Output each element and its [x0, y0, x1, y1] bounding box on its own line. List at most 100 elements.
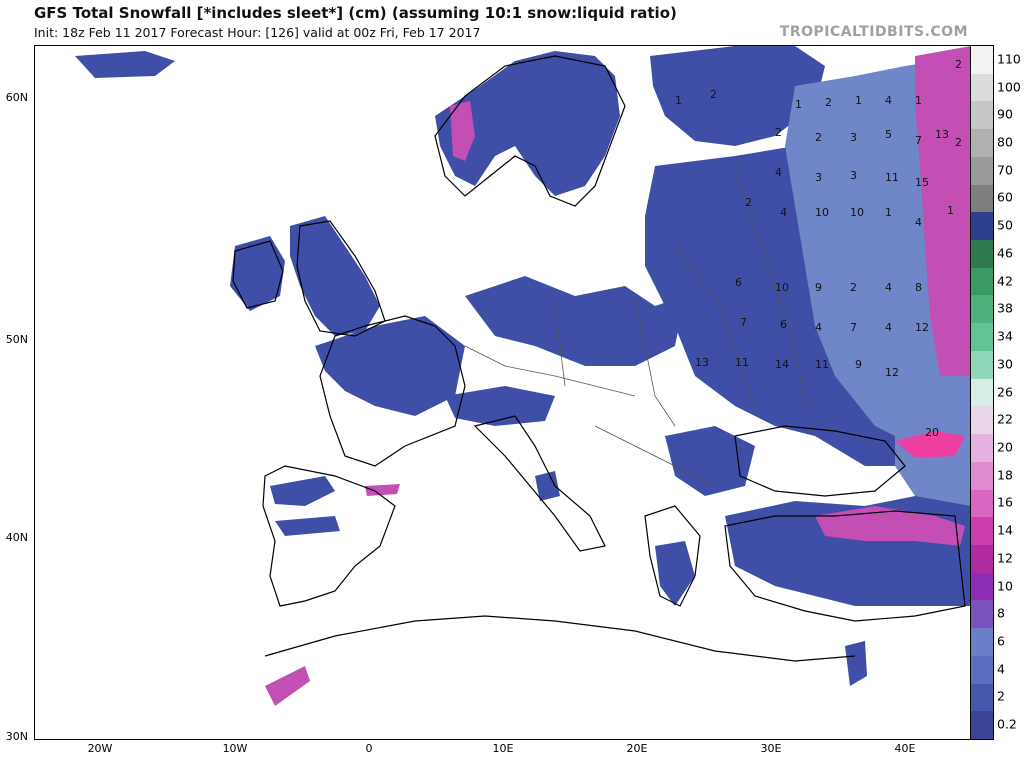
coast-italy	[473, 415, 606, 552]
snow-swath-ireland	[230, 236, 285, 311]
coast-north-africa	[264, 615, 856, 662]
lon-label-20e: 20E	[626, 742, 648, 755]
snow-heavy-urals	[915, 46, 971, 376]
snow-value-label: 2	[850, 281, 857, 294]
colorbar-label: 100	[997, 79, 1021, 95]
snow-heavy-turkey	[815, 506, 965, 546]
snow-value-label: 4	[775, 166, 782, 179]
snow-value-label: 1	[915, 94, 922, 107]
snow-patch-alps	[445, 386, 555, 426]
snow-heavy	[265, 46, 971, 706]
colorbar-label: 18	[997, 467, 1013, 483]
snow-value-label: 11	[735, 356, 749, 369]
snow-patch-italy	[535, 471, 560, 501]
snow-value-label: 10	[775, 281, 789, 294]
snow-value-label: 20	[925, 426, 939, 439]
border-3	[634, 295, 676, 427]
snow-value-label: 15	[915, 176, 929, 189]
snow-value-label: 6	[780, 318, 787, 331]
colorbar-segment	[971, 101, 993, 130]
snow-value-label: 1	[795, 98, 802, 111]
snow-value-label: 11	[885, 171, 899, 184]
border-5	[734, 165, 806, 407]
snow-patch-iceland	[75, 51, 175, 78]
border-2	[554, 295, 566, 387]
colorbar-label: 22	[997, 411, 1013, 427]
colorbar-label: 2	[997, 688, 1005, 704]
colorbar-segment	[971, 489, 993, 518]
colorbar-label: 90	[997, 106, 1013, 122]
snow-swath-finland	[650, 46, 825, 146]
snow-value-label: 6	[735, 276, 742, 289]
snow-value-label: 2	[955, 136, 962, 149]
snow-value-label: 13	[695, 356, 709, 369]
snow-heavy-pyrenees	[365, 484, 400, 496]
snow-value-label: 3	[850, 169, 857, 182]
snow-value-label: 2	[825, 96, 832, 109]
snow-value-label: 4	[815, 321, 822, 334]
colorbar-segment	[971, 156, 993, 186]
snow-value-label: 4	[885, 94, 892, 107]
snow-value-label: 12	[915, 321, 929, 334]
colorbar-label: 12	[997, 550, 1013, 566]
snow-value-label: 3	[850, 131, 857, 144]
snow-value-label: 9	[855, 358, 862, 371]
colorbar-segment	[971, 628, 993, 657]
map-subtitle: Init: 18z Feb 11 2017 Forecast Hour: [12…	[34, 25, 481, 40]
lat-label-50n: 50N	[5, 333, 28, 346]
colorbar-label: 60	[997, 189, 1013, 205]
colorbar-label: 30	[997, 356, 1013, 372]
snowfall-map: 1 2 1 2 1 4 1 2 2 2 3 5 7 13 2 4 3 3 11 15 1 2 4 10 10 1 4 6 10 9 2 4 8 7…	[34, 45, 972, 740]
colorbar-label: 42	[997, 273, 1013, 289]
colorbar-label: 70	[997, 162, 1013, 178]
snow-heavy-norway	[450, 101, 475, 161]
snow-value-label: 12	[885, 366, 899, 379]
snow-patch-iberia	[270, 476, 335, 506]
colorbar-label: 38	[997, 300, 1013, 316]
colorbar-segment	[971, 350, 993, 380]
snow-value-label: 5	[885, 128, 892, 141]
coast-scandinavia	[434, 55, 626, 207]
coast-turkey	[724, 510, 966, 622]
lat-label-60n: 60N	[5, 91, 28, 104]
snow-value-label: 4	[780, 206, 787, 219]
colorbar-segment	[971, 240, 993, 269]
snow-value-label: 2	[815, 131, 822, 144]
colorbar-label: 46	[997, 245, 1013, 261]
border-6	[594, 425, 716, 487]
colorbar-label: 6	[997, 633, 1005, 649]
snow-swath-turkey	[725, 486, 971, 606]
snow-value-label: 9	[815, 281, 822, 294]
snow-heavy-atlas	[265, 666, 310, 706]
snow-heavy-caucasus	[895, 431, 965, 458]
snow-value-label: 11	[815, 358, 829, 371]
snow-value-label: 13	[935, 128, 949, 141]
snow-swath-central-europe	[465, 276, 685, 366]
colorbar-label: 20	[997, 439, 1013, 455]
snow-value-label: 1	[947, 204, 954, 217]
lon-label-0: 0	[365, 742, 373, 755]
snow-swath-british-isles	[290, 216, 380, 336]
colorbar-segment	[971, 655, 993, 685]
snow-value-label: 2	[775, 126, 782, 139]
lon-label-40e: 40E	[894, 742, 916, 755]
snow-value-label: 1	[675, 94, 682, 107]
border-4	[674, 245, 756, 407]
colorbar-label: 110	[997, 51, 1021, 67]
colorbar-segment	[971, 46, 993, 75]
colorbar-segment	[971, 434, 993, 463]
snow-value-label: 14	[775, 358, 789, 371]
colorbar-segment	[971, 683, 993, 712]
colorbar-segment	[971, 295, 993, 324]
snow-value-label: 7	[915, 134, 922, 147]
colorbar-label: 14	[997, 522, 1013, 538]
colorbar-segment	[971, 544, 993, 574]
lon-label-10e: 10E	[492, 742, 514, 755]
snow-patch-levant	[845, 641, 867, 686]
colorbar-segment	[971, 572, 993, 601]
colorbar-label: 80	[997, 134, 1013, 150]
colorbar-label: 10	[997, 578, 1013, 594]
brand-watermark: TROPICALTIDBITS.COM	[779, 24, 968, 40]
colorbar-segment	[971, 517, 993, 546]
